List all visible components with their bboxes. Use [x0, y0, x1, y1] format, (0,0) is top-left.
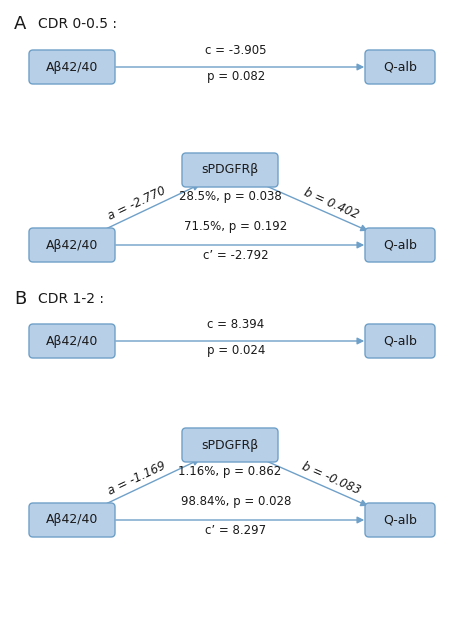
- Text: 1.16%, p = 0.862: 1.16%, p = 0.862: [178, 465, 282, 478]
- Text: Aβ42/40: Aβ42/40: [46, 514, 98, 526]
- Text: a = -1.169: a = -1.169: [106, 459, 168, 498]
- Text: 98.84%, p = 0.028: 98.84%, p = 0.028: [181, 495, 291, 508]
- FancyBboxPatch shape: [182, 153, 278, 187]
- Text: c = 8.394: c = 8.394: [207, 318, 264, 331]
- Text: c’ = -2.792: c’ = -2.792: [203, 249, 269, 262]
- Text: Aβ42/40: Aβ42/40: [46, 239, 98, 251]
- Text: CDR 1-2 :: CDR 1-2 :: [38, 292, 104, 306]
- Text: Aβ42/40: Aβ42/40: [46, 61, 98, 74]
- Text: b = -0.083: b = -0.083: [300, 460, 363, 497]
- Text: sPDGFRβ: sPDGFRβ: [201, 164, 259, 176]
- Text: Q-alb: Q-alb: [383, 61, 417, 74]
- Text: 28.5%, p = 0.038: 28.5%, p = 0.038: [179, 190, 282, 203]
- FancyBboxPatch shape: [29, 50, 115, 84]
- Text: B: B: [14, 290, 26, 308]
- Text: p = 0.082: p = 0.082: [207, 70, 265, 83]
- Text: a = -2.770: a = -2.770: [106, 184, 168, 222]
- Text: p = 0.024: p = 0.024: [207, 344, 265, 357]
- FancyBboxPatch shape: [29, 228, 115, 262]
- Text: 71.5%, p = 0.192: 71.5%, p = 0.192: [184, 220, 288, 233]
- Text: Q-alb: Q-alb: [383, 239, 417, 251]
- Text: CDR 0-0.5 :: CDR 0-0.5 :: [38, 17, 117, 31]
- Text: Q-alb: Q-alb: [383, 514, 417, 526]
- FancyBboxPatch shape: [365, 503, 435, 537]
- FancyBboxPatch shape: [29, 324, 115, 358]
- Text: Aβ42/40: Aβ42/40: [46, 334, 98, 348]
- Text: c = -3.905: c = -3.905: [205, 44, 267, 57]
- FancyBboxPatch shape: [182, 428, 278, 462]
- FancyBboxPatch shape: [29, 503, 115, 537]
- Text: c’ = 8.297: c’ = 8.297: [205, 524, 266, 537]
- Text: A: A: [14, 15, 27, 33]
- Text: b = 0.402: b = 0.402: [301, 186, 360, 221]
- Text: sPDGFRβ: sPDGFRβ: [201, 439, 259, 451]
- FancyBboxPatch shape: [365, 324, 435, 358]
- FancyBboxPatch shape: [365, 228, 435, 262]
- FancyBboxPatch shape: [365, 50, 435, 84]
- Text: Q-alb: Q-alb: [383, 334, 417, 348]
